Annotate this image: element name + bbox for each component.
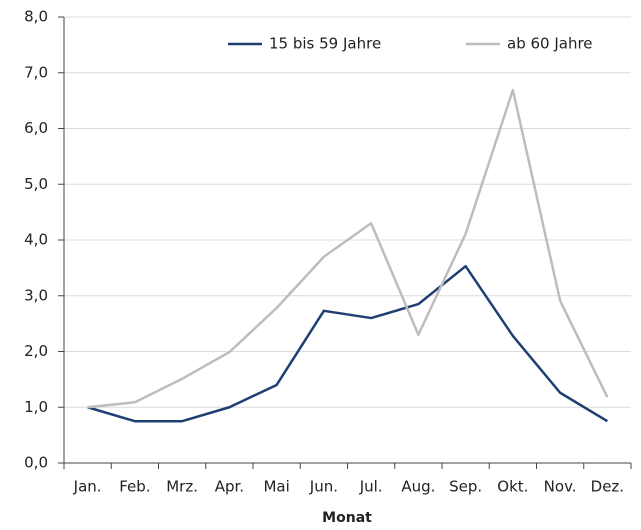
y-tick-label: 4,0 bbox=[24, 231, 48, 249]
x-tick-label: Jun. bbox=[309, 478, 338, 496]
x-tick-label: Jan. bbox=[73, 478, 102, 496]
x-axis-label: Monat bbox=[322, 510, 372, 526]
x-tick-label: Nov. bbox=[544, 478, 577, 496]
series-line bbox=[87, 264, 609, 423]
x-tick-label: Dez. bbox=[591, 478, 624, 496]
x-tick-label: Apr. bbox=[215, 478, 244, 496]
y-tick-label: 3,0 bbox=[24, 286, 48, 304]
y-tick-label: 7,0 bbox=[24, 63, 48, 81]
y-tick-label: 1,0 bbox=[24, 398, 48, 416]
y-tick-label: 2,0 bbox=[24, 342, 48, 360]
y-tick-label: 0,0 bbox=[24, 454, 48, 472]
series-line bbox=[87, 88, 609, 409]
x-tick-label: Aug. bbox=[401, 478, 435, 496]
x-tick-label: Okt. bbox=[497, 478, 528, 496]
legend-label: 15 bis 59 Jahre bbox=[269, 35, 381, 53]
x-tick-label: Sep. bbox=[449, 478, 482, 496]
x-tick-label: Mrz. bbox=[166, 478, 198, 496]
y-tick-label: 8,0 bbox=[24, 8, 48, 26]
legend-label: ab 60 Jahre bbox=[507, 35, 593, 53]
x-tick-label: Jul. bbox=[359, 478, 383, 496]
y-tick-label: 5,0 bbox=[24, 175, 48, 193]
x-tick-label: Feb. bbox=[119, 478, 150, 496]
x-tick-label: Mai bbox=[263, 478, 289, 496]
y-tick-label: 6,0 bbox=[24, 119, 48, 137]
